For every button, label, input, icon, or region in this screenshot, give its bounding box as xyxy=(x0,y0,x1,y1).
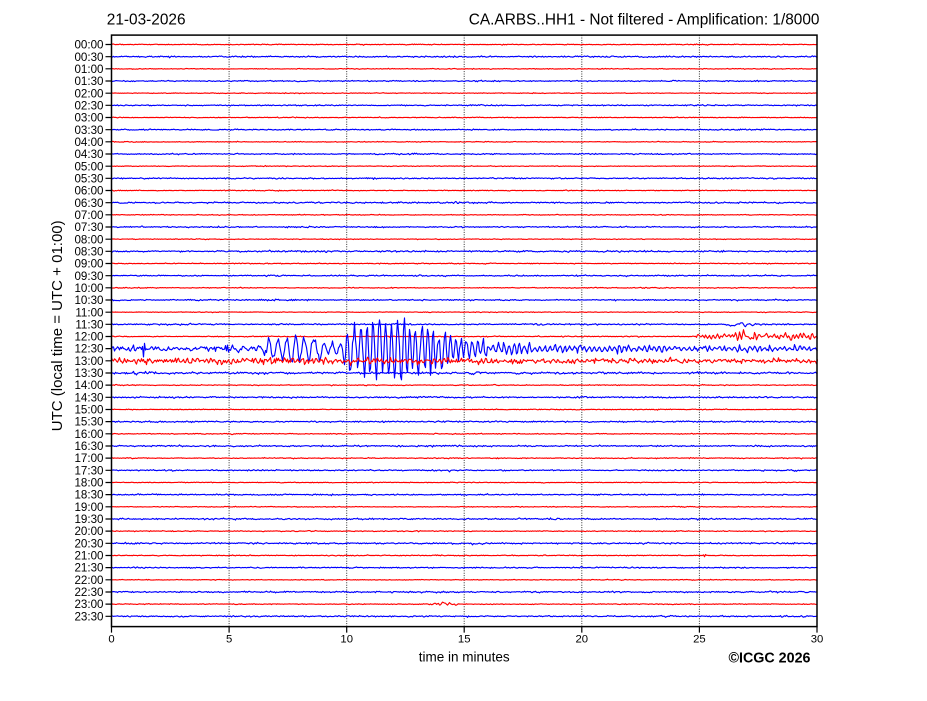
svg-text:18:30: 18:30 xyxy=(74,489,103,502)
svg-text:23:30: 23:30 xyxy=(74,610,103,623)
svg-text:07:00: 07:00 xyxy=(74,209,103,222)
svg-text:21-03-2026: 21-03-2026 xyxy=(107,12,186,29)
svg-text:17:30: 17:30 xyxy=(74,464,103,477)
svg-text:00:30: 00:30 xyxy=(74,51,103,64)
svg-text:25: 25 xyxy=(693,634,706,646)
svg-text:time in minutes: time in minutes xyxy=(419,650,510,665)
svg-text:22:30: 22:30 xyxy=(74,586,103,599)
svg-text:23:00: 23:00 xyxy=(74,598,103,611)
svg-text:0: 0 xyxy=(108,634,114,646)
svg-text:08:00: 08:00 xyxy=(74,233,103,246)
svg-text:08:30: 08:30 xyxy=(74,245,103,258)
svg-text:15:00: 15:00 xyxy=(74,404,103,417)
svg-text:06:00: 06:00 xyxy=(74,185,103,198)
svg-text:04:30: 04:30 xyxy=(74,148,103,161)
svg-text:03:00: 03:00 xyxy=(74,112,103,125)
svg-text:12:00: 12:00 xyxy=(74,331,103,344)
svg-text:12:30: 12:30 xyxy=(74,343,103,356)
svg-text:02:30: 02:30 xyxy=(74,99,103,112)
svg-text:16:00: 16:00 xyxy=(74,428,103,441)
svg-text:19:00: 19:00 xyxy=(74,501,103,514)
svg-text:19:30: 19:30 xyxy=(74,513,103,526)
svg-text:13:30: 13:30 xyxy=(74,367,103,380)
svg-text:05:00: 05:00 xyxy=(74,160,103,173)
svg-text:05:30: 05:30 xyxy=(74,172,103,185)
svg-text:00:00: 00:00 xyxy=(74,39,103,52)
svg-text:11:00: 11:00 xyxy=(75,306,103,319)
svg-text:16:30: 16:30 xyxy=(74,440,103,453)
svg-text:07:30: 07:30 xyxy=(74,221,103,234)
svg-text:22:00: 22:00 xyxy=(74,574,103,587)
svg-text:09:30: 09:30 xyxy=(74,270,103,283)
svg-text:30: 30 xyxy=(811,634,824,646)
svg-text:10:00: 10:00 xyxy=(74,282,103,295)
svg-text:20:00: 20:00 xyxy=(74,525,103,538)
svg-text:09:00: 09:00 xyxy=(74,258,103,271)
svg-text:14:30: 14:30 xyxy=(74,391,103,404)
svg-text:10: 10 xyxy=(340,634,353,646)
svg-text:21:00: 21:00 xyxy=(74,550,103,563)
svg-text:14:00: 14:00 xyxy=(74,379,103,392)
svg-text:15: 15 xyxy=(458,634,471,646)
svg-text:©ICGC 2026: ©ICGC 2026 xyxy=(728,651,810,667)
svg-text:03:30: 03:30 xyxy=(74,124,103,137)
svg-text:10:30: 10:30 xyxy=(74,294,103,307)
svg-text:11:30: 11:30 xyxy=(75,318,103,331)
svg-text:18:00: 18:00 xyxy=(74,477,103,490)
svg-text:01:30: 01:30 xyxy=(74,75,103,88)
svg-text:15:30: 15:30 xyxy=(74,416,103,429)
svg-text:UTC (local time = UTC + 01:00): UTC (local time = UTC + 01:00) xyxy=(49,220,66,431)
svg-text:04:00: 04:00 xyxy=(74,136,103,149)
svg-text:13:00: 13:00 xyxy=(74,355,103,368)
svg-text:17:00: 17:00 xyxy=(74,452,103,465)
svg-text:5: 5 xyxy=(226,634,232,646)
svg-text:02:00: 02:00 xyxy=(74,87,103,100)
svg-text:21:30: 21:30 xyxy=(74,562,103,575)
svg-text:20:30: 20:30 xyxy=(74,537,103,550)
svg-text:06:30: 06:30 xyxy=(74,197,103,210)
svg-text:01:00: 01:00 xyxy=(74,63,103,76)
svg-text:CA.ARBS..HH1 - Not filtered -: CA.ARBS..HH1 - Not filtered - Amplificat… xyxy=(469,12,820,29)
svg-text:20: 20 xyxy=(576,634,589,646)
